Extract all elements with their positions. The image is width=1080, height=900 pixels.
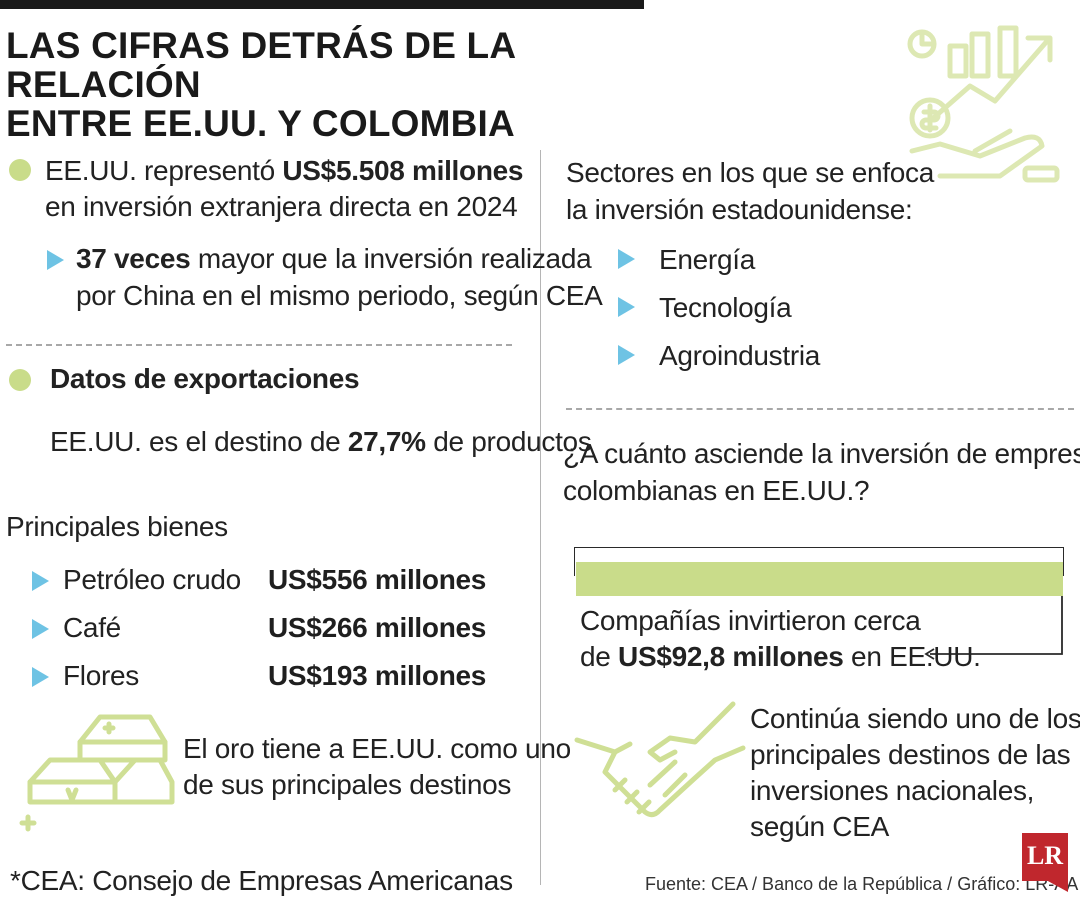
colombian-investment-amount: US$92,8 millones	[618, 641, 844, 672]
question-line-2: colombianas en EE.UU.?	[563, 475, 870, 506]
lr-logo-text: LR	[1026, 841, 1064, 870]
handshake-text-line-2: principales destinos de las	[750, 739, 1071, 770]
money-growth-icon	[907, 25, 1060, 183]
title-line-2: ENTRE EE.UU. Y COLOMBIA	[6, 103, 515, 144]
exports-share: 27,7%	[347, 426, 426, 457]
lr-logo: LR	[1022, 833, 1068, 881]
sector-item: Agroindustria	[659, 340, 821, 371]
investment-bar	[576, 562, 1063, 596]
bullet-arrow	[32, 619, 49, 639]
handshake-icon	[574, 701, 746, 818]
investment-prefix: EE.UU. representó	[45, 155, 283, 186]
sectors-heading-line-1: Sectores en los que se enfoca	[566, 157, 934, 188]
investment-text-line-2: de US$92,8 millones en EE.UU.	[580, 640, 981, 674]
investment-amount: US$5.508 millones	[282, 155, 524, 186]
comparison-highlight: 37 veces	[76, 243, 191, 274]
investment-text-line-1: Compañías invirtieron cerca	[580, 605, 921, 636]
goods-item-value: US$556 millones	[268, 564, 487, 595]
top-rule	[0, 0, 644, 9]
callout-bracket	[924, 596, 1063, 660]
handshake-text-line-4: según CEA	[750, 811, 889, 842]
sector-item: Energía	[659, 244, 755, 275]
bullet-dot	[9, 369, 31, 391]
handshake-text-line-3: inversiones nacionales,	[750, 775, 1035, 806]
bullet-arrow	[618, 249, 635, 269]
exports-prefix: EE.UU. es el destino de	[50, 426, 348, 457]
title-line-1: LAS CIFRAS DETRÁS DE LA RELACIÓN	[6, 25, 515, 105]
column-divider	[540, 150, 541, 885]
handshake-text-line-1: Continúa siendo uno de los	[750, 703, 1080, 734]
goods-item-name: Petróleo crudo	[63, 564, 241, 595]
question-line-1: ¿A cuánto asciende la inversión de empre…	[563, 438, 1080, 469]
investment-text-suffix: en EE.UU.	[843, 641, 981, 672]
sector-item: Tecnología	[659, 292, 792, 323]
divider-right	[566, 408, 1074, 410]
bullet-dot	[9, 159, 31, 181]
goods-item-name: Café	[63, 612, 121, 643]
source-credit: Fuente: CEA / Banco de la República / Gr…	[645, 874, 1079, 894]
goods-item-value: US$193 millones	[268, 660, 487, 691]
bullet-arrow	[32, 667, 49, 687]
bullet-arrow	[32, 571, 49, 591]
goods-heading: Principales bienes	[6, 511, 228, 542]
sectors-heading-line-2: la inversión estadounidense:	[566, 194, 913, 225]
exports-heading: Datos de exportaciones	[50, 363, 360, 394]
comparison-line-1: 37 veces mayor que la inversión realizad…	[76, 242, 592, 276]
goods-item-value: US$266 millones	[268, 612, 487, 643]
bullet-arrow	[618, 345, 635, 365]
comparison-line-2: por China en el mismo periodo, según CEA	[76, 280, 603, 311]
logo-tail	[1046, 880, 1068, 892]
investment-bar-frame	[574, 547, 1064, 576]
investment-line-2: en inversión extranjera directa en 2024	[45, 191, 518, 222]
investment-line-1: EE.UU. representó US$5.508 millones	[45, 154, 523, 188]
comparison-text: mayor que la inversión realizada	[190, 243, 592, 274]
footnote: *CEA: Consejo de Empresas Americanas	[10, 865, 513, 896]
exports-text: EE.UU. es el destino de 27,7% de product…	[50, 425, 592, 459]
gold-bars-icon	[19, 714, 175, 832]
goods-item-name: Flores	[63, 660, 139, 691]
bullet-arrow	[47, 250, 64, 270]
gold-text-line-2: de sus principales destinos	[183, 769, 512, 800]
bullet-arrow	[618, 297, 635, 317]
divider-left	[6, 344, 512, 346]
gold-text-line-1: El oro tiene a EE.UU. como uno	[183, 733, 571, 764]
page-title: LAS CIFRAS DETRÁS DE LA RELACIÓN ENTRE E…	[6, 26, 706, 143]
investment-text-prefix: de	[580, 641, 619, 672]
exports-suffix: de productos	[425, 426, 592, 457]
